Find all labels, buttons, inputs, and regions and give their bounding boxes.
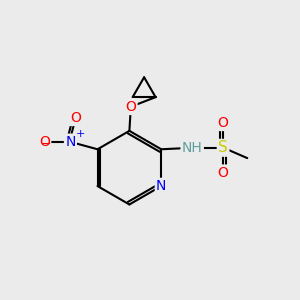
Text: −: − bbox=[41, 138, 51, 152]
Text: O: O bbox=[39, 135, 50, 149]
Text: O: O bbox=[218, 116, 229, 130]
Text: N: N bbox=[156, 179, 166, 193]
Text: S: S bbox=[218, 140, 228, 155]
Text: N: N bbox=[65, 135, 76, 149]
Text: NH: NH bbox=[182, 141, 202, 155]
Text: +: + bbox=[76, 129, 85, 139]
Text: O: O bbox=[70, 111, 81, 125]
Text: O: O bbox=[218, 166, 229, 180]
Text: O: O bbox=[125, 100, 136, 114]
